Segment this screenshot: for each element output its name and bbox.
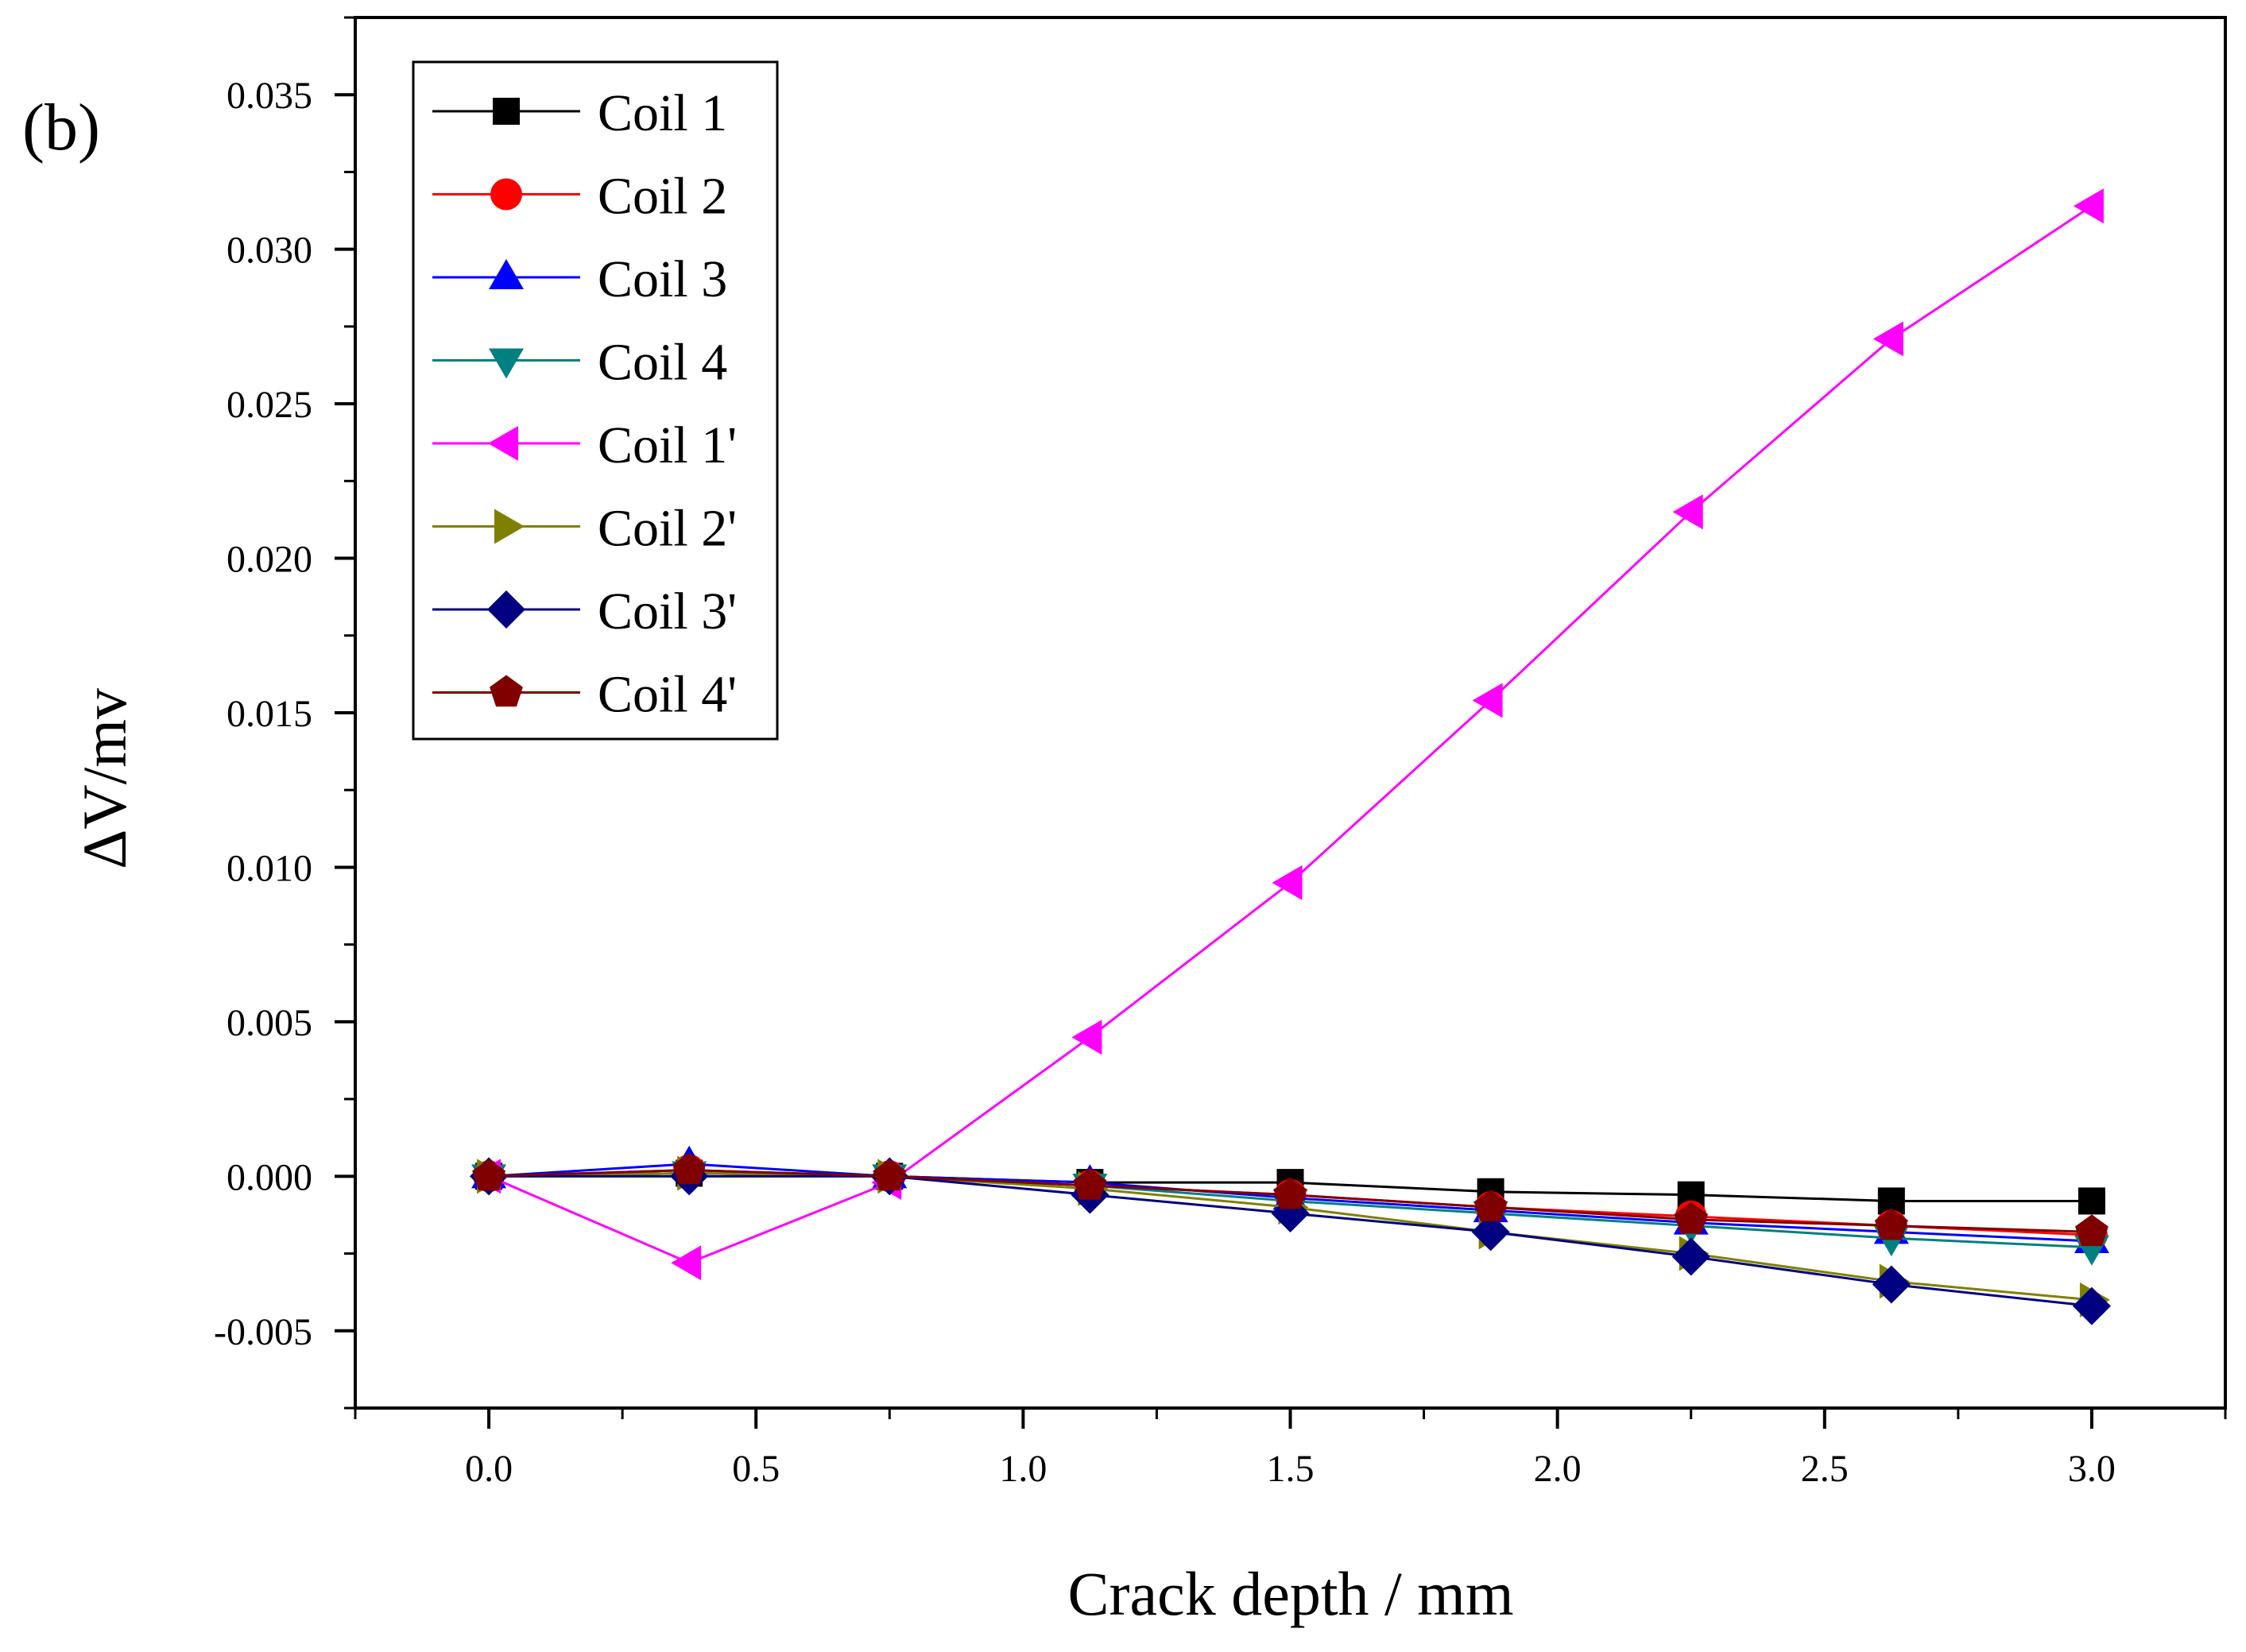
y-tick-label: 0.010 xyxy=(227,847,312,889)
data-point xyxy=(472,1159,505,1191)
series-8 xyxy=(472,1152,2109,1247)
legend-entry: Coil 2 xyxy=(432,168,727,226)
y-tick-label: 0.025 xyxy=(227,384,312,426)
legend-entry: Coil 3' xyxy=(432,582,737,640)
legend-label: Coil 4 xyxy=(598,334,727,392)
data-point xyxy=(1273,1177,1307,1209)
x-tick-label: 3.0 xyxy=(2068,1448,2116,1490)
legend-marker xyxy=(489,348,524,379)
data-point xyxy=(2073,188,2104,224)
data-point xyxy=(873,1159,907,1191)
legend-entry: Coil 4' xyxy=(432,666,737,724)
legend-label: Coil 2 xyxy=(598,168,727,226)
legend-label: Coil 3 xyxy=(598,250,727,308)
data-point xyxy=(1872,1265,1911,1304)
x-tick-label: 1.0 xyxy=(999,1448,1047,1490)
data-point xyxy=(1672,494,1703,530)
x-tick-label: 2.0 xyxy=(1534,1448,1582,1490)
legend-marker xyxy=(494,509,525,544)
legend-entry: Coil 3 xyxy=(432,250,727,308)
data-point xyxy=(1272,865,1303,900)
data-point xyxy=(1874,1208,1908,1240)
data-point xyxy=(1473,1190,1508,1222)
panel-label: (b) xyxy=(22,91,100,164)
y-tick-label: 0.015 xyxy=(227,693,312,735)
legend-label: Coil 1 xyxy=(598,84,727,142)
x-axis-title: Crack depth / mm xyxy=(1067,1559,1513,1628)
x-tick-label: 0.0 xyxy=(465,1448,513,1490)
y-tick-label: 0.005 xyxy=(227,1002,312,1044)
series-5 xyxy=(470,188,2104,1281)
legend-entry: Coil 2' xyxy=(432,500,737,558)
data-point xyxy=(1671,1237,1710,1276)
data-point xyxy=(1071,1019,1102,1055)
y-tick-label: 0.030 xyxy=(227,230,312,272)
legend-box xyxy=(412,60,779,741)
data-point xyxy=(2075,1214,2109,1247)
y-tick-label: 0.020 xyxy=(227,539,312,581)
legend-label: Coil 2' xyxy=(598,500,737,558)
legend-label: Coil 3' xyxy=(598,582,737,640)
legend-marker xyxy=(489,259,524,289)
data-point xyxy=(672,1152,707,1185)
legend-entry: Coil 4 xyxy=(432,334,727,392)
legend-label: Coil 4' xyxy=(598,666,737,724)
x-tick-label: 1.5 xyxy=(1267,1448,1315,1490)
legend-marker xyxy=(493,98,520,125)
legend-entry: Coil 1' xyxy=(432,416,737,474)
y-axis-title: ΔV/mv xyxy=(70,688,139,869)
data-point xyxy=(1472,683,1503,718)
legend-label: Coil 1' xyxy=(598,416,737,474)
x-tick-label: 2.5 xyxy=(1801,1448,1849,1490)
data-point xyxy=(2078,1187,2105,1215)
y-tick-label: -0.005 xyxy=(214,1311,312,1353)
legend-marker xyxy=(487,590,525,629)
data-point xyxy=(1073,1168,1107,1200)
legend-entry: Coil 1 xyxy=(432,84,727,142)
data-point xyxy=(1471,1213,1510,1252)
data-point xyxy=(2072,1286,2111,1325)
data-point xyxy=(671,1245,702,1281)
data-point xyxy=(1674,1201,1708,1234)
legend-marker xyxy=(490,178,522,211)
y-tick-label: 0.035 xyxy=(227,75,312,117)
legend-marker xyxy=(490,675,523,707)
legend-marker xyxy=(488,426,518,461)
y-tick-label: 0.000 xyxy=(227,1156,312,1198)
data-point xyxy=(1872,321,1903,357)
x-tick-label: 0.5 xyxy=(732,1448,780,1490)
